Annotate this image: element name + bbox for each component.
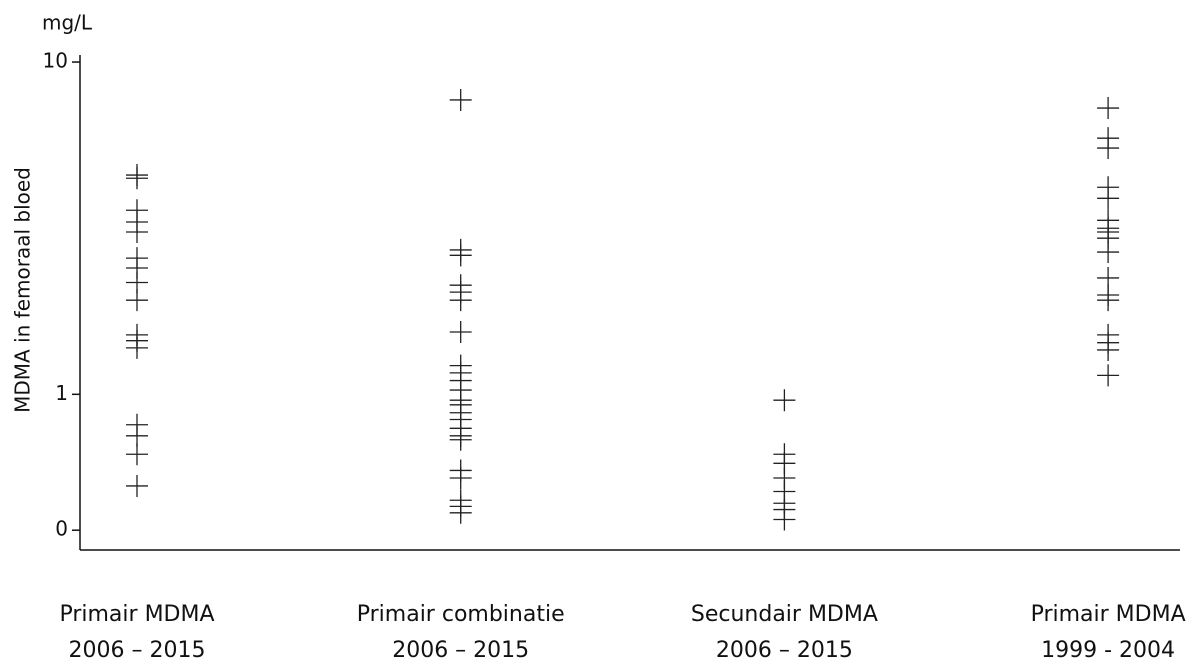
data-point	[449, 88, 472, 111]
data-point	[1097, 97, 1120, 120]
data-point	[1097, 338, 1120, 361]
x-tick-label: Primair MDMA	[1031, 602, 1186, 627]
data-point	[1097, 137, 1120, 160]
x-tick-label: 2006 – 2015	[716, 638, 853, 663]
x-tick-label: 2006 – 2015	[69, 638, 206, 663]
y-tick-label: 10	[43, 49, 68, 73]
y-tick-label: 0	[55, 517, 68, 541]
data-point	[1097, 187, 1120, 210]
x-tick-label: Secundair MDMA	[691, 602, 878, 627]
x-tick-label: 1999 - 2004	[1041, 638, 1175, 663]
unit-label: mg/L	[42, 11, 93, 35]
data-point	[449, 466, 472, 489]
data-point	[773, 508, 796, 531]
data-point	[126, 289, 148, 312]
data-point	[126, 424, 148, 447]
data-point	[126, 220, 148, 243]
data-point	[126, 443, 148, 466]
data-point	[449, 321, 472, 344]
data-point	[1097, 241, 1120, 264]
data-point	[1097, 289, 1120, 312]
x-tick-label: Primair combinatie	[357, 602, 565, 627]
data-point	[449, 428, 472, 451]
y-axis-title: MDMA in femoraal bloed	[11, 167, 35, 413]
data-point	[449, 501, 472, 524]
data-point	[449, 244, 472, 267]
data-point	[449, 289, 472, 312]
x-tick-label: 2006 – 2015	[392, 638, 529, 663]
data-point	[126, 336, 148, 359]
data-point	[126, 167, 148, 190]
data-point	[126, 474, 148, 497]
data-point	[1097, 364, 1120, 387]
y-tick-label: 1	[55, 381, 68, 405]
x-tick-label: Primair MDMA	[59, 602, 214, 627]
data-point	[773, 389, 796, 412]
